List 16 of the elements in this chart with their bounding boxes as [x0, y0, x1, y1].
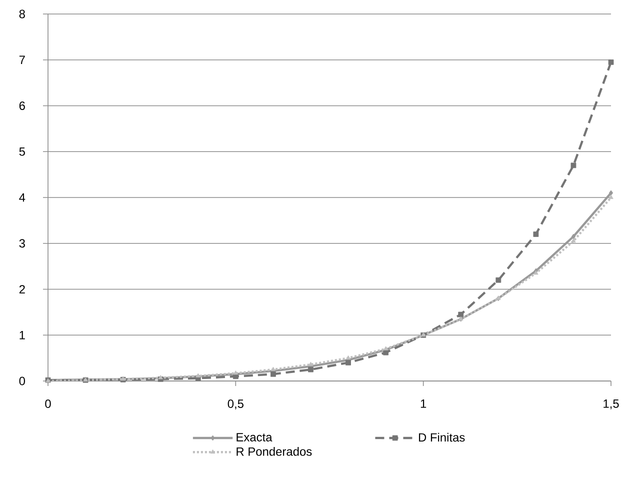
x-tick-label: 0,5: [228, 400, 244, 410]
legend-label: R Ponderados: [236, 447, 312, 456]
y-tick-label: 7: [19, 56, 25, 64]
x-tick-label: 1: [420, 400, 426, 408]
y-tick-label: 2: [19, 285, 25, 294]
y-tick-label: 0: [19, 376, 26, 386]
y-tick-label: 5: [19, 147, 25, 156]
legend-label: D Finitas: [418, 432, 465, 442]
y-tick-label: 6: [19, 102, 25, 110]
legend-label: Exacta: [236, 433, 272, 442]
x-tick-label: 0: [45, 400, 51, 408]
x-tick-label: 1,5: [604, 400, 619, 410]
y-tick-label: 3: [19, 239, 25, 248]
y-tick-label: 1: [20, 331, 25, 340]
y-tick-label: 4: [19, 193, 26, 202]
y-tick-label: 8: [19, 10, 25, 18]
